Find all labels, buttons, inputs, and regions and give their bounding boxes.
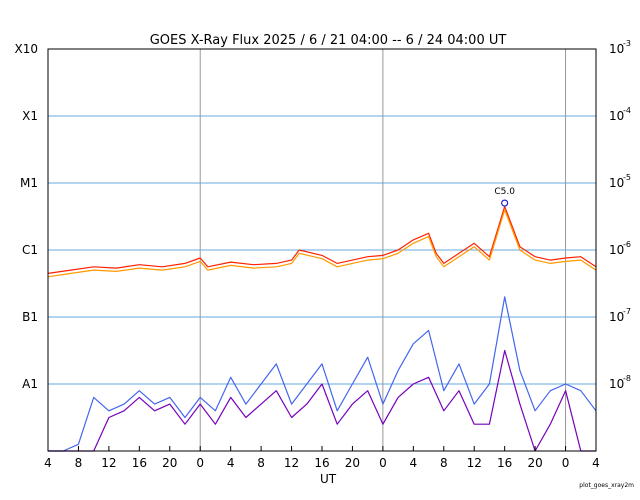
x-tick-label: 20 xyxy=(162,456,177,470)
x-tick-label: 20 xyxy=(345,456,360,470)
left-label-X1: X1 xyxy=(22,109,38,123)
x-tick-label: 16 xyxy=(132,456,147,470)
left-label-B1: B1 xyxy=(22,310,38,324)
series-layer xyxy=(47,205,597,452)
left-label-M1: M1 xyxy=(20,176,38,190)
flare-label: C5.0 xyxy=(494,187,515,197)
right-label-base: 10 xyxy=(609,377,624,391)
x-tick-label: 12 xyxy=(467,456,482,470)
right-label-base: 10 xyxy=(609,310,624,324)
x-tick-label: 8 xyxy=(440,456,448,470)
left-axis-labels: A1 B1 C1 M1 X1 X10 xyxy=(15,42,39,391)
x-tick-label: 8 xyxy=(257,456,265,470)
x-tick-label: 0 xyxy=(379,456,387,470)
left-label-A1: A1 xyxy=(22,377,38,391)
x-axis-label: UT xyxy=(320,472,337,486)
right-label-base: 10 xyxy=(609,42,624,56)
chart-title: GOES X-Ray Flux 2025 / 6 / 21 04:00 -- 6… xyxy=(150,33,507,48)
annotation-layer: C5.0 xyxy=(494,187,515,207)
left-label-C1: C1 xyxy=(22,243,38,257)
right-label-exponent: -5 xyxy=(623,173,631,182)
flare-marker xyxy=(501,199,509,207)
x-axis-ticks: 4 8 12 16 20 0 4 8 12 16 20 0 4 8 12 16 20 0 4 xyxy=(44,446,600,470)
x-tick-label: 4 xyxy=(227,456,235,470)
series-line-1 xyxy=(47,205,597,274)
x-tick-label: 8 xyxy=(75,456,83,470)
right-label-exponent: -4 xyxy=(623,106,631,115)
right-label-exponent: -7 xyxy=(623,307,631,316)
right-label-base: 10 xyxy=(609,176,624,190)
right-label-exponent: -3 xyxy=(623,39,631,48)
right-label-exponent: -6 xyxy=(623,240,631,249)
x-tick-label: 4 xyxy=(410,456,418,470)
right-label-exponent: -8 xyxy=(623,374,631,383)
x-tick-label: 12 xyxy=(284,456,299,470)
x-tick-label: 16 xyxy=(314,456,329,470)
x-tick-label: 4 xyxy=(592,456,600,470)
left-label-X10: X10 xyxy=(15,42,39,56)
horizontal-grid xyxy=(48,115,596,385)
x-tick-label: 12 xyxy=(101,456,116,470)
series-line-2 xyxy=(47,209,597,278)
x-tick-label: 16 xyxy=(497,456,512,470)
x-tick-label: 0 xyxy=(196,456,204,470)
right-axis-labels: 10-810-710-610-510-410-3 xyxy=(609,39,631,391)
series-line-4 xyxy=(48,349,596,452)
series-line-3 xyxy=(48,296,597,452)
x-tick-label: 20 xyxy=(527,456,542,470)
x-tick-label: 0 xyxy=(562,456,570,470)
footer-label: plot_goes_xray2m xyxy=(579,482,634,489)
x-tick-label: 4 xyxy=(44,456,52,470)
right-label-base: 10 xyxy=(609,109,624,123)
right-label-base: 10 xyxy=(609,243,624,257)
